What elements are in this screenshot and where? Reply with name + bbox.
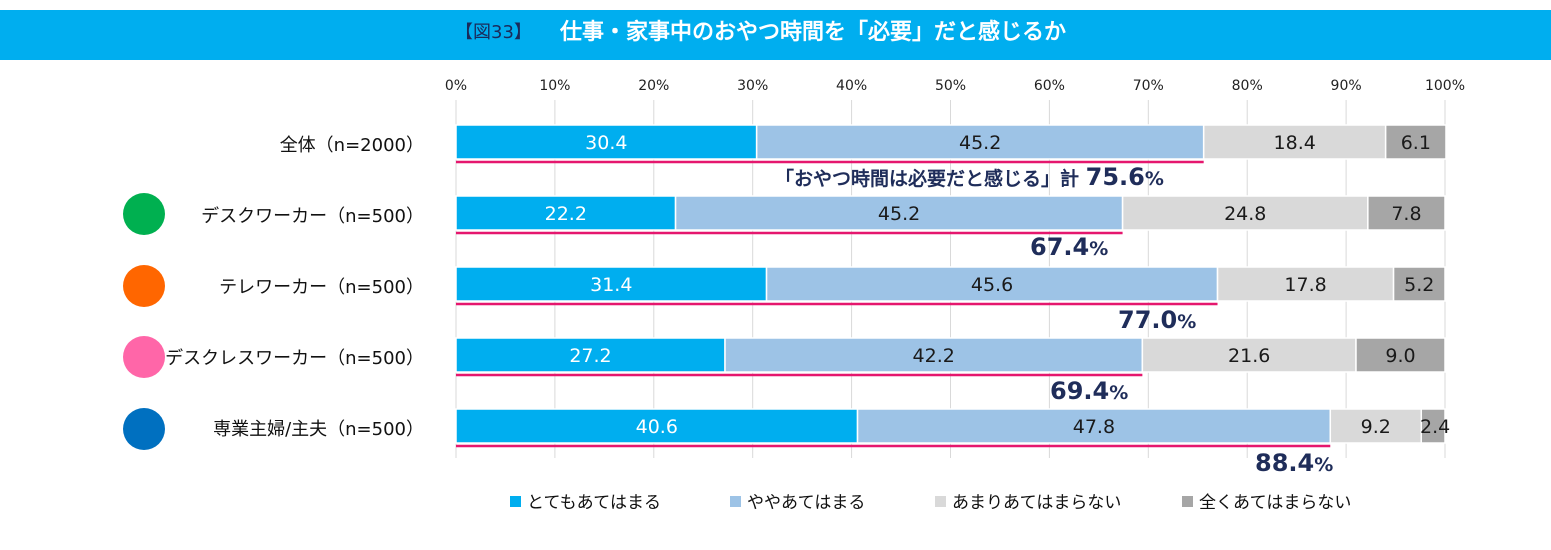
total-deskless-worker-unit: %: [1109, 382, 1129, 404]
total-housewife-number: 88.4: [1255, 449, 1315, 477]
bar-r3-s2: [1141, 337, 1357, 373]
row-label-tele-worker: テレワーカー（n=500）: [219, 277, 424, 298]
legend-item-not-much: あまりあてはまらない: [935, 488, 1121, 513]
x-tick-label-5: 50%: [935, 78, 966, 94]
data-label-r3-s3: 9.0: [1385, 345, 1415, 367]
data-label-r0-s2: 18.4: [1274, 132, 1316, 154]
x-tick-label-1: 10%: [539, 78, 570, 94]
legend: とてもあてはまる ややあてはまる あまりあてはまらない 全くあてはまらない: [510, 488, 1410, 513]
data-label-r1-s3: 7.8: [1391, 203, 1421, 225]
x-tick-label-2: 20%: [638, 78, 669, 94]
desk-worker-dot: [123, 193, 165, 235]
total-deskless-worker-number: 69.4: [1050, 377, 1110, 405]
data-label-r1-s1: 45.2: [878, 203, 920, 225]
legend-label-not-much: あまりあてはまらない: [952, 493, 1122, 513]
total-all-prefix: 「おやつ時間は必要だと感じる」計: [775, 168, 1086, 190]
total-housewife: 88.4%: [1255, 449, 1333, 477]
legend-swatch-very: [510, 496, 521, 507]
figure-label: 【図33】: [455, 22, 532, 43]
x-tick-label-10: 100%: [1425, 78, 1465, 94]
housewife-dot: [123, 408, 165, 450]
total-tele-worker-number: 77.0: [1118, 306, 1178, 334]
data-label-r0-s0: 30.4: [585, 132, 627, 154]
bar-r3-s0: [455, 337, 726, 373]
row-label-deskless-worker: デスクレスワーカー（n=500）: [165, 348, 424, 369]
legend-item-not-at-all: 全くあてはまらない: [1182, 488, 1351, 513]
data-label-r2-s2: 17.8: [1284, 274, 1326, 296]
data-label-r4-s0: 40.6: [636, 416, 678, 438]
bar-r0-s2: [1202, 124, 1387, 160]
bar-r0-s1: [755, 124, 1205, 160]
bar-r1-s0: [455, 195, 677, 231]
data-label-r4-s1: 47.8: [1073, 416, 1115, 438]
x-tick-label-4: 40%: [836, 78, 867, 94]
legend-label-not-at-all: 全くあてはまらない: [1199, 493, 1352, 513]
data-label-r4-s3: 2.4: [1420, 416, 1450, 438]
legend-swatch-not-at-all: [1182, 496, 1193, 507]
bar-r2-s3: [1392, 266, 1446, 302]
x-tick-label-9: 90%: [1331, 78, 1362, 94]
row-label-desk-worker: デスクワーカー（n=500）: [201, 206, 424, 227]
total-all-number: 75.6: [1085, 163, 1145, 191]
x-tick-label-8: 80%: [1232, 78, 1263, 94]
legend-item-very: とてもあてはまる: [510, 488, 661, 513]
total-tele-worker-unit: %: [1177, 311, 1197, 333]
legend-swatch-not-much: [935, 496, 946, 507]
total-housewife-unit: %: [1314, 454, 1334, 476]
x-tick-label-3: 30%: [737, 78, 768, 94]
data-label-r1-s0: 22.2: [545, 203, 587, 225]
total-deskless-worker: 69.4%: [1050, 377, 1128, 405]
bar-r2-s2: [1216, 266, 1395, 302]
data-label-r2-s0: 31.4: [590, 274, 632, 296]
total-desk-worker-unit: %: [1089, 238, 1109, 260]
legend-label-very: とてもあてはまる: [527, 493, 661, 513]
bar-r1-s1: [674, 195, 1124, 231]
total-desk-worker-number: 67.4: [1030, 233, 1090, 261]
tele-worker-dot: [123, 265, 165, 307]
x-tick-label-6: 60%: [1034, 78, 1065, 94]
data-label-r0-s3: 6.1: [1401, 132, 1431, 154]
bar-r3-s1: [724, 337, 1144, 373]
legend-label-somewhat: ややあてはまる: [747, 493, 866, 513]
bar-r1-s2: [1121, 195, 1369, 231]
x-tick-label-0: 0%: [445, 78, 467, 94]
bar-r0-s0: [455, 124, 758, 160]
data-label-r3-s0: 27.2: [569, 345, 611, 367]
title-bar: [0, 10, 1551, 60]
deskless-worker-dot: [123, 336, 165, 378]
data-label-r2-s3: 5.2: [1404, 274, 1434, 296]
data-label-r3-s2: 21.6: [1228, 345, 1270, 367]
x-tick-label-7: 70%: [1133, 78, 1164, 94]
data-label-r3-s1: 42.2: [913, 345, 955, 367]
data-label-r4-s2: 9.2: [1361, 416, 1391, 438]
chart-title: 仕事・家事中のおやつ時間を「必要」だと感じるか: [560, 20, 1067, 45]
total-all: 「おやつ時間は必要だと感じる」計 75.6%: [775, 163, 1164, 191]
bar-r1-s3: [1367, 195, 1446, 231]
data-label-r2-s1: 45.6: [971, 274, 1013, 296]
bar-r4-s1: [856, 408, 1332, 444]
data-label-r0-s1: 45.2: [959, 132, 1001, 154]
bar-r2-s1: [765, 266, 1219, 302]
row-label-housewife: 専業主婦/主夫（n=500）: [213, 419, 424, 440]
bar-r4-s3: [1420, 408, 1446, 444]
data-label-r1-s2: 24.8: [1224, 203, 1266, 225]
total-tele-worker: 77.0%: [1118, 306, 1196, 334]
total-all-unit: %: [1144, 168, 1164, 190]
legend-swatch-somewhat: [730, 496, 741, 507]
total-desk-worker: 67.4%: [1030, 233, 1108, 261]
bar-r0-s3: [1384, 124, 1447, 160]
legend-item-somewhat: ややあてはまる: [730, 488, 865, 513]
row-label-all: 全体（n=2000）: [279, 135, 424, 156]
bar-r3-s3: [1355, 337, 1446, 373]
bar-r2-s0: [455, 266, 768, 302]
